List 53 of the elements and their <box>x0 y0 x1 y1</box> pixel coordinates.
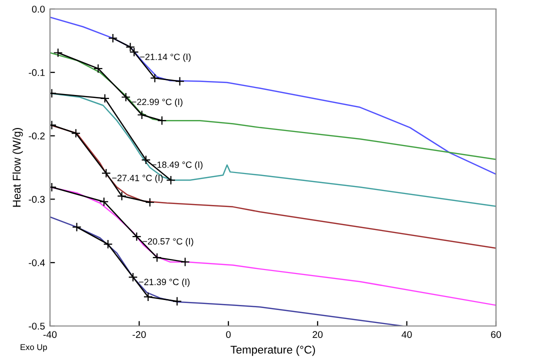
y-tick-label: -0.5 <box>28 322 45 330</box>
y-tick-label: -0.4 <box>28 259 45 266</box>
point <box>108 33 118 43</box>
x-axis-title: Temperature (°C) <box>230 345 315 356</box>
y-axis-title: Heat Flow (W/g) <box>12 128 23 207</box>
point <box>143 292 153 302</box>
point <box>157 116 167 126</box>
point <box>121 92 131 102</box>
y-tick-label: 0.0 <box>32 6 45 13</box>
x-tick-label: 40 <box>402 331 412 338</box>
line-series <box>50 216 404 326</box>
annotation: −27.41 °C (I) <box>112 174 163 183</box>
point <box>129 47 139 57</box>
point <box>141 155 151 165</box>
point <box>99 197 109 206</box>
point <box>93 64 103 74</box>
point <box>126 42 135 52</box>
line-series <box>50 124 496 249</box>
point <box>103 239 113 249</box>
annotation: −21.39 °C (I) <box>139 278 190 287</box>
point <box>145 198 155 208</box>
point <box>117 191 127 201</box>
y-tick-label: -0.1 <box>28 69 45 76</box>
x-tick-label: 60 <box>491 331 502 338</box>
point <box>100 94 110 104</box>
annotation: −22.99 °C (I) <box>132 98 182 107</box>
x-tick-label: -40 <box>43 331 57 338</box>
point <box>53 48 63 58</box>
point <box>137 110 147 120</box>
annotation: −20.57 °C (I) <box>142 238 194 246</box>
line-series <box>50 92 496 207</box>
point <box>101 168 111 178</box>
point <box>180 257 190 267</box>
x-tick-label: 0 <box>226 331 231 338</box>
point <box>150 73 160 83</box>
point <box>166 175 176 185</box>
annotation: −18.49 °C (I) <box>152 161 202 170</box>
point <box>172 296 182 306</box>
point <box>72 222 82 232</box>
point <box>175 76 185 86</box>
point <box>132 232 142 242</box>
text: Exo Up <box>20 344 47 352</box>
annotation: −21.14 °C (I) <box>140 53 191 62</box>
line-series <box>50 52 496 160</box>
point <box>128 272 138 282</box>
x-tick-label: -20 <box>132 331 146 338</box>
line-series <box>50 16 496 174</box>
x-tick-label: 20 <box>312 331 323 338</box>
point <box>71 128 81 138</box>
line-series <box>50 186 496 306</box>
point <box>152 252 162 262</box>
y-tick-label: -0.3 <box>28 196 45 203</box>
y-tick-label: -0.2 <box>28 132 45 140</box>
